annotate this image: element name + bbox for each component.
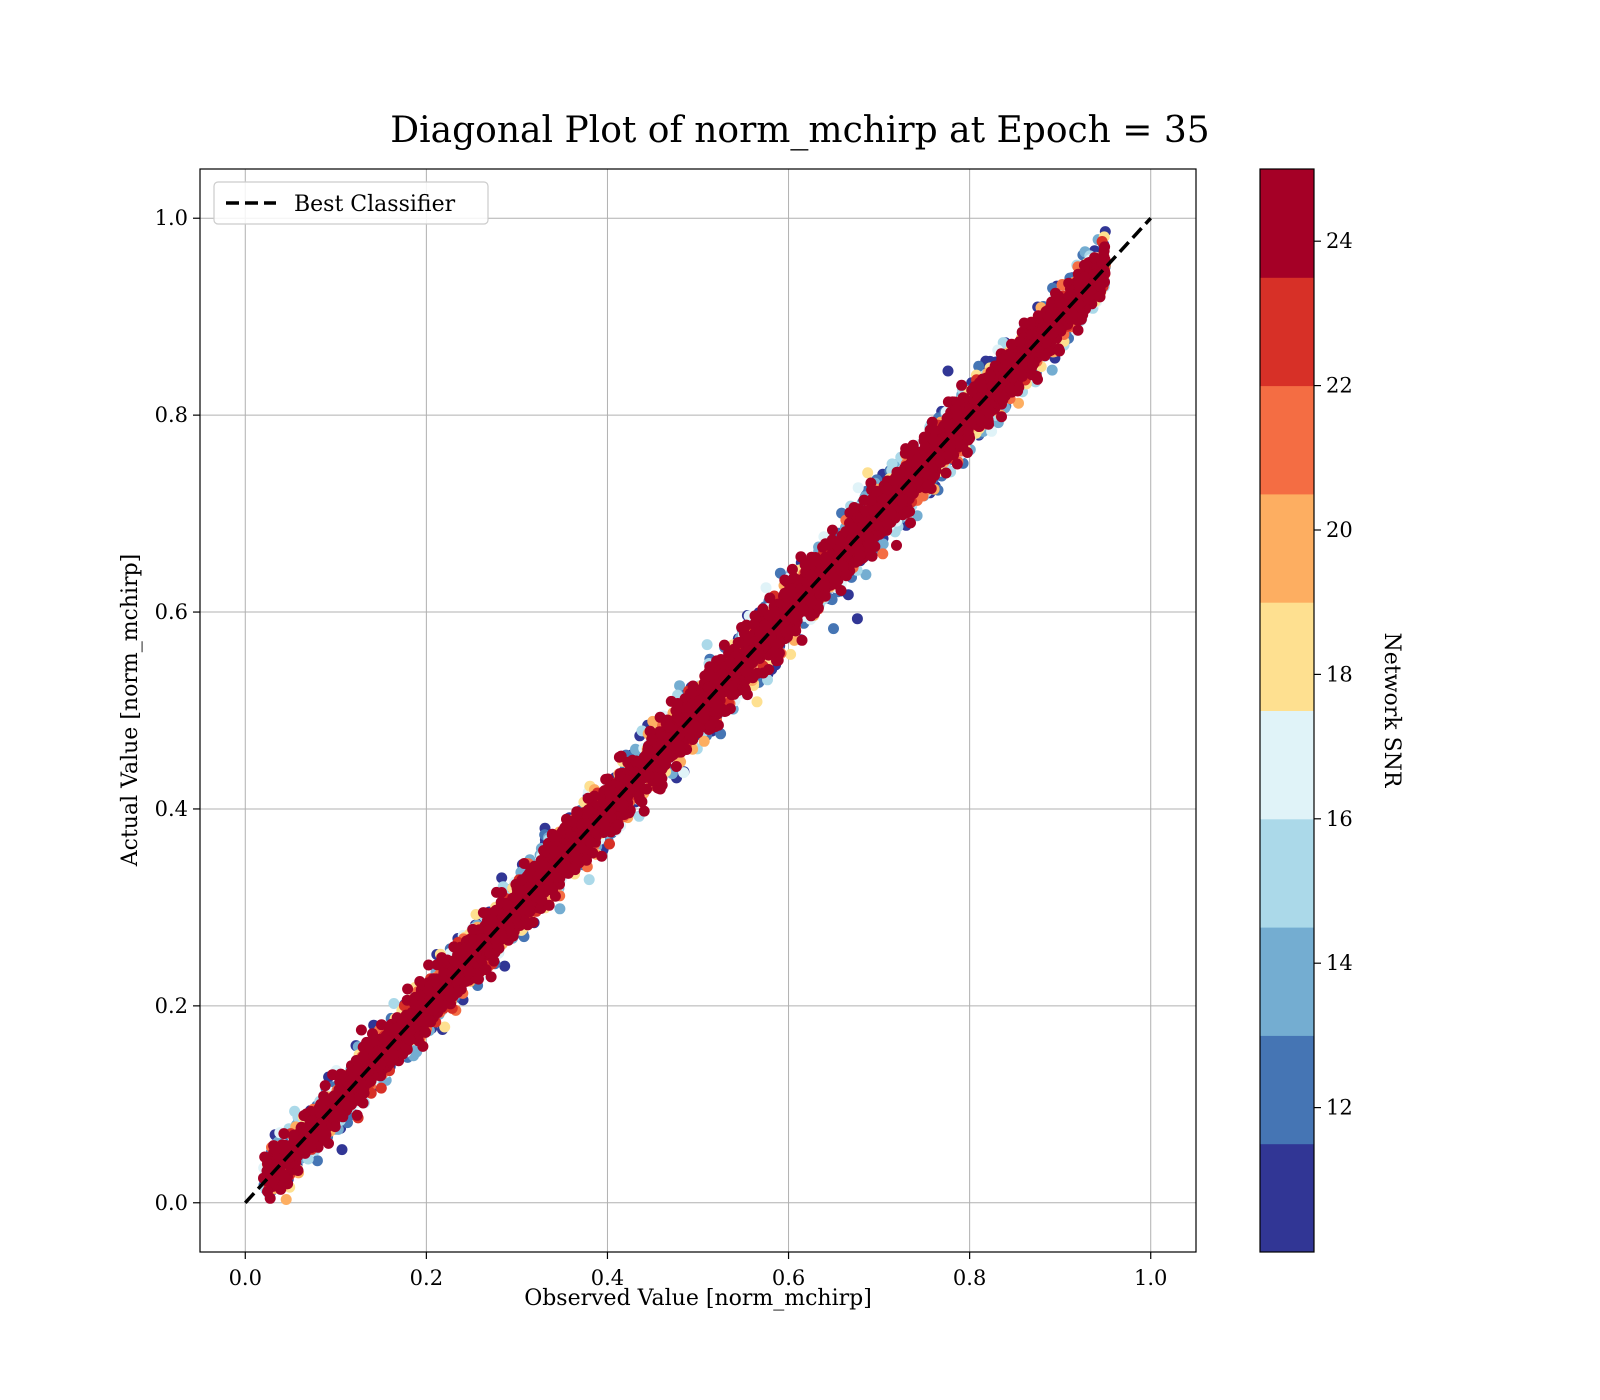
scatter-point [630,743,641,755]
scatter-point [942,365,954,377]
scatter-point [280,1194,292,1205]
scatter-point [973,360,985,372]
scatter-point [439,1021,451,1033]
scatter-point [1046,364,1058,376]
scatter-point [877,538,889,550]
scatter-point [674,680,686,692]
scatter-point [760,582,772,594]
scatter-point [1013,397,1024,409]
scatter-point [860,569,872,581]
scatter-point [785,648,797,660]
scatter-point [678,767,690,779]
scatter-point [877,548,889,560]
scatter-point [886,458,898,470]
scatter-point [496,872,508,884]
scatter-point [583,874,595,886]
scatter-point [851,613,863,625]
scatter-point [751,696,763,708]
scatter-point [388,998,400,1009]
scatter-point [701,639,713,651]
scatter-point [862,467,874,479]
scatter-point [375,1082,387,1094]
chart-title: Diagonal Plot of norm_mchirp at Epoch = … [390,110,1209,151]
scatter-point [336,1144,348,1156]
scatter-point [289,1105,301,1117]
scatter-point [604,838,615,850]
scatter-point [828,623,839,635]
scatter-point [698,735,710,747]
scatter-point [554,903,566,915]
scatter-point [499,960,511,972]
scatter-point [311,1155,323,1167]
scatter-points [258,226,1111,1205]
scatter-point [852,482,864,494]
